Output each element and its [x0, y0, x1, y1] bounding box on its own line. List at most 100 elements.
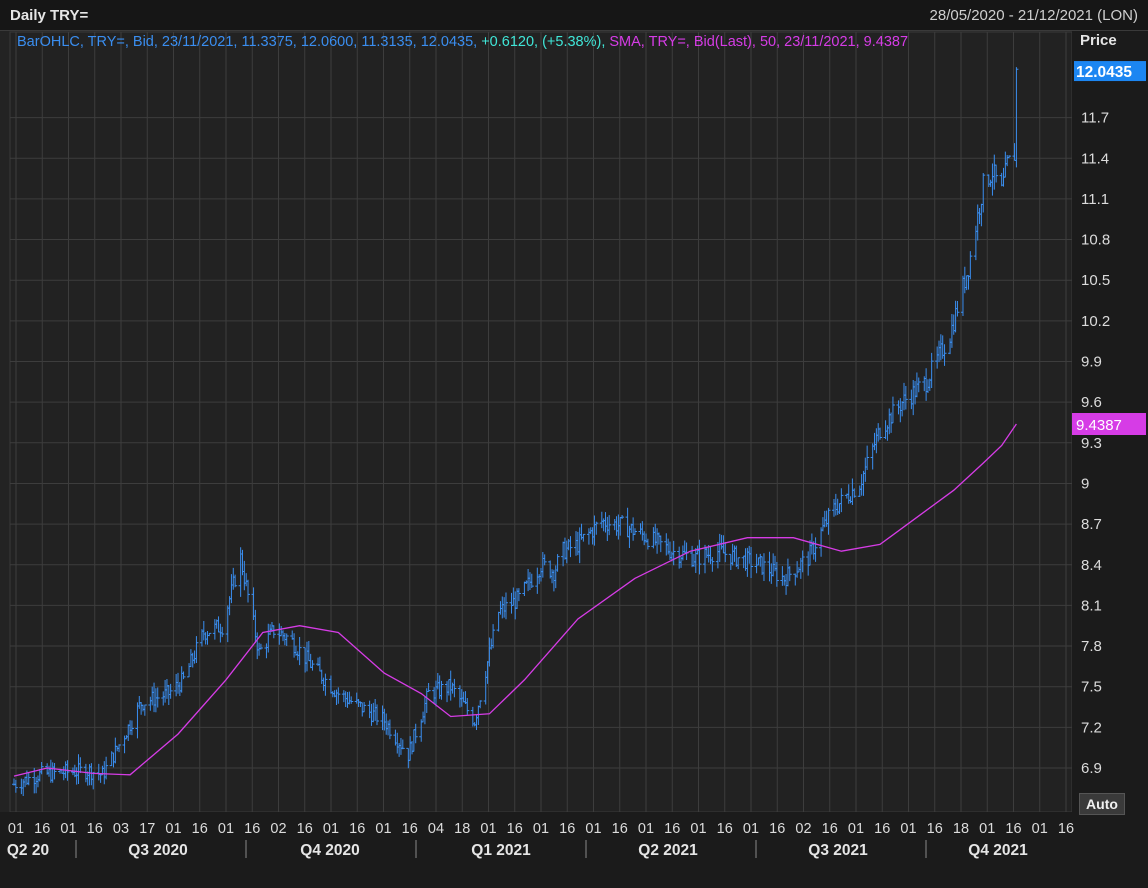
- x-tick-label: 04: [428, 821, 444, 837]
- x-tick-label: 02: [795, 821, 811, 837]
- ohlc-bar: [955, 300, 960, 317]
- legend-change: +0.6120, (+5.38%),: [477, 34, 606, 50]
- ohlc-bar: [39, 762, 44, 775]
- ohlc-bar: [246, 579, 251, 603]
- ohlc-bar: [594, 521, 599, 535]
- x-tick-label: 16: [297, 821, 313, 837]
- x-tick-label: 01: [323, 821, 339, 837]
- ohlc-bar: [104, 756, 109, 780]
- x-tick-label: 01: [1032, 821, 1048, 837]
- x-tick-label: 16: [402, 821, 418, 837]
- ohlc-bar: [710, 557, 715, 572]
- x-tick-label: 01: [375, 821, 391, 837]
- chart-title: Daily TRY=: [10, 7, 89, 24]
- ohlc-bar: [439, 680, 444, 700]
- ohlc-bar: [865, 445, 870, 471]
- y-tick-label: 7.5: [1081, 679, 1102, 696]
- ohlc-bar: [878, 427, 883, 440]
- x-tick-label: 01: [848, 821, 864, 837]
- ohlc-bar: [142, 704, 147, 716]
- ohlc-bar: [916, 377, 921, 393]
- ohlc-bar: [839, 488, 844, 513]
- x-tick-label: 16: [822, 821, 838, 837]
- ohlc-bar: [233, 574, 238, 588]
- x-tick-label: 16: [87, 821, 103, 837]
- ohlc-bar: [723, 542, 728, 563]
- y-tick-label: 11.7: [1081, 110, 1109, 127]
- ohlc-bar: [761, 553, 766, 582]
- y-tick-label: 9.3: [1081, 435, 1102, 452]
- period-label: Q4 2021: [968, 842, 1028, 859]
- ohlc-bar: [749, 546, 754, 579]
- y-tick-label: 9.9: [1081, 354, 1102, 371]
- ohlc-bar: [336, 687, 341, 704]
- sma-price-tag: 9.4387: [1076, 417, 1122, 434]
- ohlc-bar: [529, 573, 534, 588]
- title-bar: Daily TRY= 28/05/2020 - 21/12/2021 (LON): [0, 0, 1148, 31]
- x-tick-label: 16: [612, 821, 628, 837]
- ohlc-bar: [607, 515, 612, 536]
- ohlc-bar: [310, 660, 315, 671]
- ohlc-bar: [26, 772, 31, 786]
- ohlc-bar: [207, 632, 212, 637]
- ohlc-bar: [516, 588, 521, 602]
- x-tick-label: 01: [533, 821, 549, 837]
- x-tick-label: 02: [270, 821, 286, 837]
- x-tick-label: 01: [743, 821, 759, 837]
- ohlc-bar: [826, 507, 831, 535]
- y-tick-label: 7.8: [1081, 638, 1102, 655]
- ohlc-bar: [994, 164, 999, 183]
- ohlc-bar: [375, 704, 380, 726]
- ohlc-bar: [400, 739, 405, 750]
- x-tick-label: 01: [585, 821, 601, 837]
- y-tick-label: 10.5: [1081, 272, 1110, 289]
- ohlc-bar: [426, 683, 431, 692]
- y-tick-label: 10.2: [1081, 313, 1110, 330]
- x-tick-label: 18: [953, 821, 969, 837]
- x-tick-label: 16: [664, 821, 680, 837]
- legend: BarOHLC, TRY=, Bid, 23/11/2021, 11.3375,…: [17, 34, 908, 50]
- x-tick-label: 03: [113, 821, 129, 837]
- ohlc-bar: [258, 643, 263, 650]
- auto-scale-button[interactable]: Auto: [1079, 793, 1125, 815]
- x-tick-label: 16: [769, 821, 785, 837]
- period-label: Q3 2021: [808, 842, 868, 859]
- period-label: Q2 20: [7, 842, 49, 859]
- ohlc-bar: [555, 554, 560, 572]
- period-label: Q1 2021: [471, 842, 531, 859]
- ohlc-bar: [13, 779, 18, 793]
- x-tick-label: 18: [454, 821, 470, 837]
- ohlc-bar: [671, 540, 676, 566]
- x-tick-label: 16: [927, 821, 943, 837]
- x-tick-label: 01: [638, 821, 654, 837]
- x-tick-label: 01: [480, 821, 496, 837]
- ohlc-bar: [117, 744, 122, 753]
- ohlc-bar: [465, 697, 470, 715]
- ohlc-bar: [968, 251, 973, 280]
- ohlc-bar: [168, 683, 173, 699]
- x-tick-label: 01: [979, 821, 995, 837]
- x-tick-label: 16: [717, 821, 733, 837]
- x-tick-label: 01: [900, 821, 916, 837]
- period-label: Q2 2021: [638, 842, 698, 859]
- x-tick-label: 01: [165, 821, 181, 837]
- ohlc-bar: [813, 537, 818, 562]
- ohlc-bar: [271, 625, 276, 639]
- ohlc-bar: [284, 633, 289, 646]
- x-tick-label: 16: [559, 821, 575, 837]
- x-axis-band: [0, 812, 1148, 888]
- period-label: Q4 2020: [300, 842, 359, 859]
- x-tick-label: 17: [139, 821, 155, 837]
- x-tick-label: 16: [874, 821, 890, 837]
- sma-price-tag-bg: [1072, 413, 1146, 436]
- ohlc-bar: [942, 344, 947, 366]
- ohlc-bar: [194, 636, 199, 664]
- ohlc-bar: [581, 533, 586, 542]
- ohlc-bar: [736, 557, 741, 570]
- ohlc-bar: [323, 673, 328, 696]
- sma-line: [13, 423, 1017, 777]
- ohlc-bar: [890, 396, 895, 424]
- ohlc-bar: [645, 538, 650, 550]
